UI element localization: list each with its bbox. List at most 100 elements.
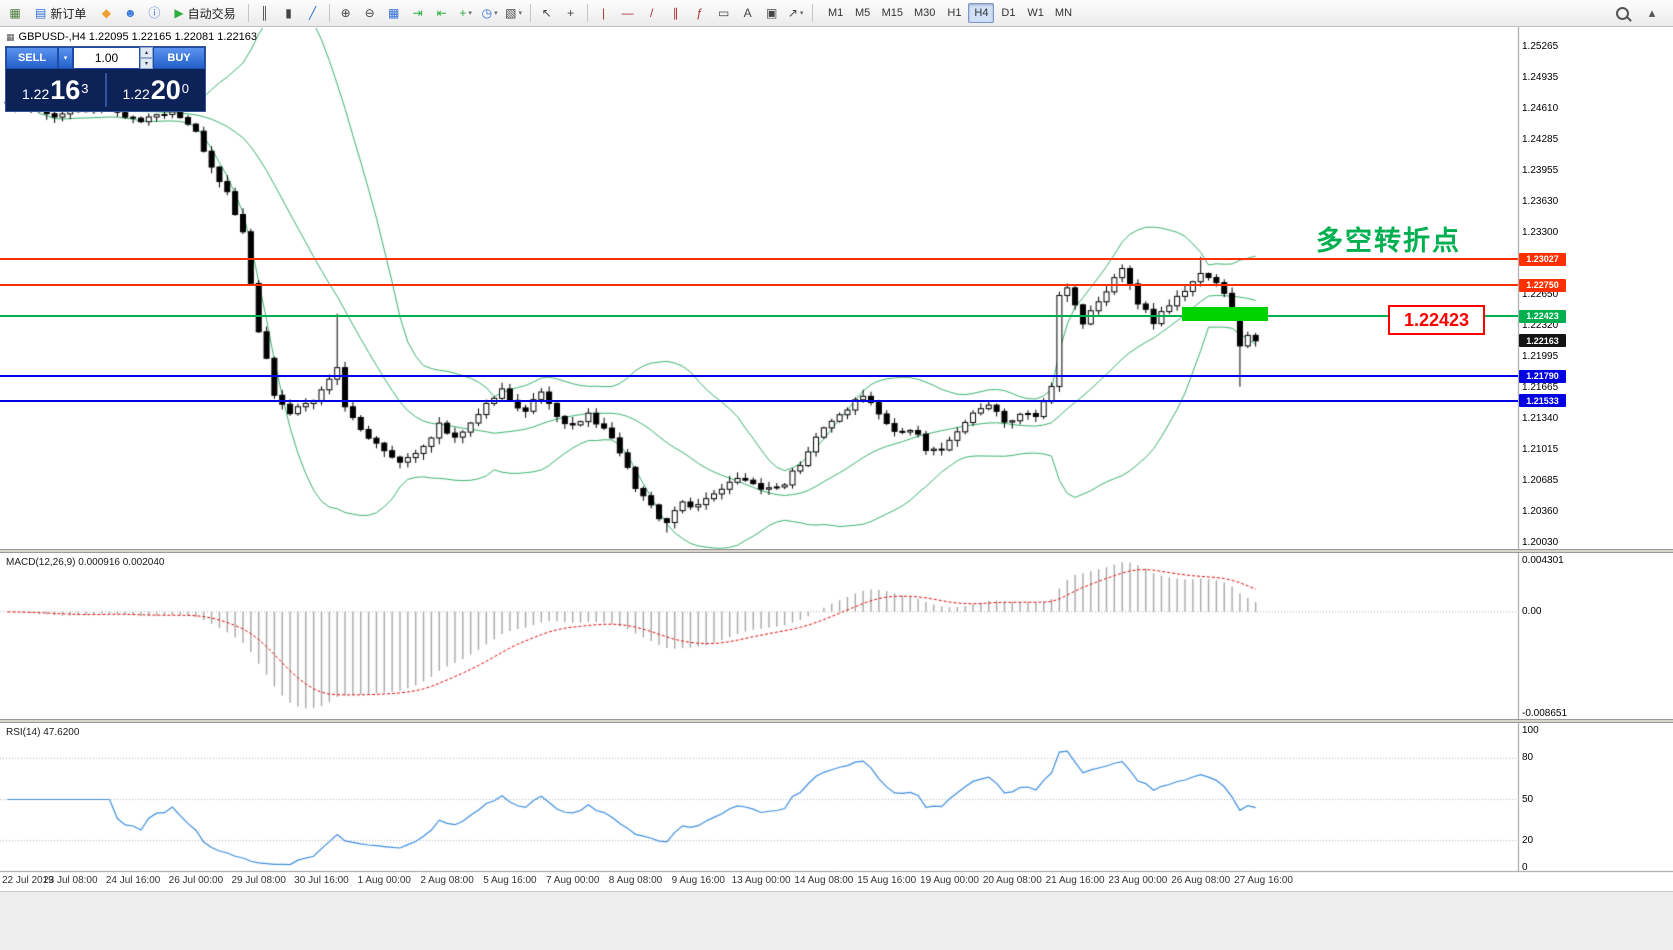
main-toolbar: ▦ ▤ 新订单 ◆ ☻ ⓘ ▶ 自动交易 ║ ▮ ╱ ⊕ ⊖ ▦ ⇥ ⇤ + ▾ ◷ ▾ ▧ ▾ ↖ + | — / ∥ ƒ ▭ A ▣ ↗ ▾ M… xyxy=(0,0,1673,27)
level-line-1.23027[interactable] xyxy=(0,258,1518,261)
price-axis-label: 1.20030 xyxy=(1522,537,1559,548)
price-axis-label: 1.25265 xyxy=(1522,41,1559,52)
fibonacci-button[interactable]: ƒ xyxy=(688,2,712,24)
new-chart-icon: ▦ xyxy=(9,6,21,20)
time-axis-label: 7 Aug 00:00 xyxy=(545,875,600,886)
chart-shift-button[interactable]: ⇤ xyxy=(430,2,454,24)
buy-price-display[interactable]: 1.22 20 0 xyxy=(107,76,206,103)
buy-price-head: 1.22 xyxy=(122,85,150,102)
label-button[interactable]: ▣ xyxy=(760,2,784,24)
favorites-icon: ◆ xyxy=(101,6,111,20)
new-order-button[interactable]: ▤ 新订单 xyxy=(27,2,94,24)
rsi-axis-label: 80 xyxy=(1522,752,1534,764)
timeframe-mn-button[interactable]: MN xyxy=(1050,3,1077,23)
line-chart-button[interactable]: ╱ xyxy=(301,2,325,24)
volume-up-button[interactable]: ▴ xyxy=(140,47,153,58)
timeframe-d1-button[interactable]: D1 xyxy=(995,3,1021,23)
level-line-1.2179[interactable] xyxy=(0,375,1518,378)
bar-chart-button[interactable]: ║ xyxy=(253,2,277,24)
rsi-indicator-label: RSI(14) 47.6200 xyxy=(6,727,80,738)
zoom-in-button[interactable]: ⊕ xyxy=(334,2,358,24)
volume-input[interactable] xyxy=(73,47,140,69)
highlight-zone[interactable] xyxy=(1182,307,1269,322)
price-axis-label: 1.23300 xyxy=(1522,227,1559,239)
buy-button[interactable]: BUY xyxy=(153,47,205,69)
timeframe-m15-button[interactable]: M15 xyxy=(877,3,908,23)
timeframe-m5-button[interactable]: M5 xyxy=(850,3,876,23)
time-axis-label: 2 Aug 08:00 xyxy=(420,875,474,886)
channel-button[interactable]: ∥ xyxy=(664,2,688,24)
search-button[interactable] xyxy=(1610,2,1634,24)
timeframe-m1-button[interactable]: M1 xyxy=(823,3,849,23)
level-line-1.22423[interactable] xyxy=(0,315,1518,318)
price-axis-label: 1.24935 xyxy=(1522,72,1559,84)
profile-button[interactable]: ☻ xyxy=(118,2,142,24)
spread-divider xyxy=(104,73,107,107)
templates-button[interactable]: ▧ ▾ xyxy=(502,2,526,24)
chart-shift-icon: ⇤ xyxy=(436,6,447,20)
rsi-axis-label: 100 xyxy=(1522,725,1539,736)
new-order-icon: ▤ xyxy=(35,6,47,20)
cursor-button[interactable]: ↖ xyxy=(535,2,559,24)
autotrading-button[interactable]: ▶ 自动交易 xyxy=(166,2,243,24)
search-icon xyxy=(1615,6,1629,20)
auto-scroll-button[interactable]: ⇥ xyxy=(406,2,430,24)
fibonacci-icon: ƒ xyxy=(696,6,703,20)
level-line-1.2275[interactable] xyxy=(0,284,1518,287)
volume-spinner: ▴ ▾ xyxy=(140,47,153,69)
indicators-icon: + xyxy=(459,6,467,20)
time-axis-label: 19 Aug 00:00 xyxy=(920,875,979,886)
new-chart-button[interactable]: ▦ xyxy=(3,2,27,24)
pane-separator-macd[interactable] xyxy=(0,549,1673,553)
tile-windows-button[interactable]: ▦ xyxy=(382,2,406,24)
text-button[interactable]: A xyxy=(736,2,760,24)
timeframe-h1-button[interactable]: H1 xyxy=(941,3,967,23)
vertical-line-button[interactable]: | xyxy=(592,2,616,24)
community-info-button[interactable]: ⓘ xyxy=(142,2,166,24)
trendline-button[interactable]: / xyxy=(640,2,664,24)
macd-axis-label: 0.00 xyxy=(1522,605,1542,617)
time-axis-label: 15 Aug 16:00 xyxy=(857,875,917,886)
indicators-button[interactable]: + ▾ xyxy=(454,2,478,24)
price-axis-label: 1.20360 xyxy=(1522,505,1559,517)
pane-separator-rsi[interactable] xyxy=(0,719,1673,723)
timeframe-w1-button[interactable]: W1 xyxy=(1022,3,1049,23)
price-callout-label[interactable]: 1.22423 xyxy=(1388,305,1485,335)
zoom-in-icon: ⊕ xyxy=(340,6,351,20)
volume-dropdown-button[interactable]: ▾ xyxy=(58,47,73,69)
price-axis-label: 1.21995 xyxy=(1522,350,1559,362)
price-axis-label: 1.23955 xyxy=(1522,165,1559,177)
label-icon: ▣ xyxy=(765,6,778,20)
favorites-button[interactable]: ◆ xyxy=(94,2,118,24)
zoom-out-button[interactable]: ⊖ xyxy=(358,2,382,24)
horizontal-line-button[interactable]: — xyxy=(616,2,640,24)
turning-point-annotation[interactable]: 多空转折点 xyxy=(1316,226,1461,256)
volume-down-button[interactable]: ▾ xyxy=(140,58,153,69)
status-area xyxy=(0,891,1673,950)
sell-price-display[interactable]: 1.22 16 3 xyxy=(6,76,105,103)
timeframe-m30-button[interactable]: M30 xyxy=(909,3,940,23)
bar-chart-icon: ║ xyxy=(260,6,269,20)
channel-icon: ∥ xyxy=(672,6,679,20)
time-axis-label: 26 Jul 00:00 xyxy=(168,875,224,886)
periods-button[interactable]: ◷ ▾ xyxy=(478,2,502,24)
candlestick-chart-button[interactable]: ▮ xyxy=(277,2,301,24)
arrows-button[interactable]: ↗ ▾ xyxy=(784,2,808,24)
zoom-out-icon: ⊖ xyxy=(364,6,375,20)
timeframe-h4-button[interactable]: H4 xyxy=(968,3,995,23)
price-axis-label: 1.24285 xyxy=(1522,133,1559,145)
time-axis-label: 1 Aug 00:00 xyxy=(357,875,411,886)
collapse-toolbar-button[interactable]: ▴ xyxy=(1640,2,1664,24)
text-icon: A xyxy=(743,6,752,20)
crosshair-icon: + xyxy=(567,6,575,20)
time-axis-label: 23 Aug 00:00 xyxy=(1108,875,1168,886)
price-tag: 1.21533 xyxy=(1519,394,1566,408)
dropdown-caret-icon: ▾ xyxy=(799,10,804,17)
sell-button[interactable]: SELL xyxy=(6,47,58,69)
crosshair-button[interactable]: + xyxy=(559,2,583,24)
time-axis-label: 23 Jul 08:00 xyxy=(43,875,98,886)
level-line-1.21533[interactable] xyxy=(0,399,1518,402)
shapes-button[interactable]: ▭ xyxy=(712,2,736,24)
